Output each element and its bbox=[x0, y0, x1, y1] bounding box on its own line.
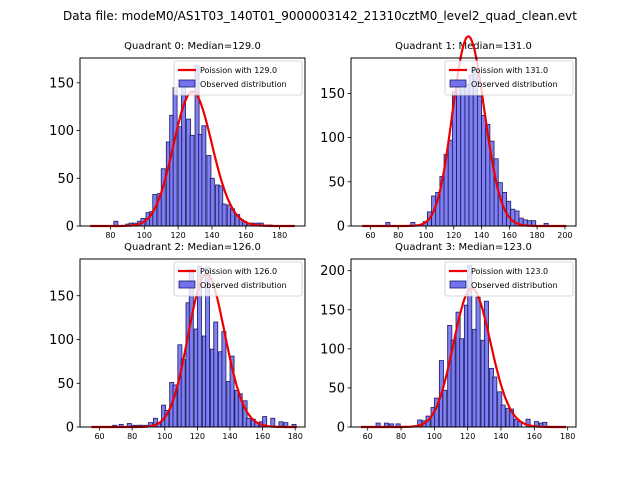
histogram-bar bbox=[492, 376, 498, 428]
legend-box bbox=[173, 60, 303, 96]
histogram-bar bbox=[189, 134, 195, 227]
legend-poisson-label: Poission with 129.0 bbox=[200, 66, 277, 75]
y-tick-label: 150 bbox=[49, 76, 74, 91]
legend-observed-label: Observed distribution bbox=[200, 80, 287, 89]
histogram-bar bbox=[221, 331, 227, 428]
axes-title: Quadrant 0: Median=129.0 bbox=[124, 41, 261, 52]
axes-title: Quadrant 2: Median=126.0 bbox=[124, 242, 261, 253]
x-tick-label: 100 bbox=[137, 231, 152, 240]
x-tick-label: 100 bbox=[157, 432, 172, 441]
legend-observed-swatch bbox=[449, 79, 467, 88]
histogram-bar bbox=[468, 74, 474, 227]
axes-title: Quadrant 3: Median=123.0 bbox=[395, 242, 532, 253]
axes-frame bbox=[350, 258, 577, 428]
quadrant-2-axes: Quadrant 2: Median=126.0 0 50 100 150 60 80 100… bbox=[49, 242, 306, 441]
x-tick-label: 60 bbox=[365, 231, 375, 240]
x-tick-label: 160 bbox=[527, 432, 542, 441]
x-tick-label: 140 bbox=[222, 432, 237, 441]
y-tick-label: 0 bbox=[337, 220, 345, 235]
axes-frame bbox=[350, 57, 577, 227]
legend-observed-swatch bbox=[449, 280, 467, 289]
x-tick-label: 120 bbox=[170, 231, 185, 240]
x-tick-label: 140 bbox=[474, 231, 489, 240]
y-tick-label: 100 bbox=[320, 131, 345, 146]
y-tick-label: 150 bbox=[320, 87, 345, 102]
x-tick-label: 100 bbox=[418, 231, 433, 240]
axes-frame bbox=[79, 258, 306, 428]
histogram-bar bbox=[209, 177, 215, 227]
x-tick-label: 80 bbox=[105, 231, 115, 240]
y-tick-label: 50 bbox=[328, 381, 345, 396]
legend-observed-swatch bbox=[178, 280, 196, 289]
y-tick-label: 0 bbox=[66, 220, 74, 235]
histogram-bar bbox=[213, 321, 219, 428]
histogram-bar bbox=[456, 86, 462, 227]
x-tick-label: 140 bbox=[493, 432, 508, 441]
x-tick-label: 180 bbox=[529, 231, 544, 240]
x-tick-label: 80 bbox=[396, 432, 406, 441]
legend-poisson-label: Poission with 126.0 bbox=[200, 267, 277, 276]
y-tick-label: 0 bbox=[66, 421, 74, 436]
y-tick-label: 100 bbox=[320, 342, 345, 357]
x-tick-label: 60 bbox=[363, 432, 373, 441]
y-tick-label: 150 bbox=[49, 289, 74, 304]
x-tick-label: 80 bbox=[127, 432, 137, 441]
x-tick-label: 120 bbox=[460, 432, 475, 441]
x-tick-label: 180 bbox=[272, 231, 287, 240]
legend-observed-label: Observed distribution bbox=[200, 281, 287, 290]
y-tick-label: 200 bbox=[320, 264, 345, 279]
histogram-bar bbox=[476, 95, 482, 227]
figure-suptitle: Data file: modeM0/AS1T03_140T01_90000031… bbox=[63, 9, 577, 23]
histogram-bar bbox=[460, 88, 466, 227]
x-tick-label: 160 bbox=[502, 231, 517, 240]
x-tick-label: 120 bbox=[446, 231, 461, 240]
histogram-bar bbox=[245, 417, 251, 428]
legend-poisson-label: Poission with 131.0 bbox=[471, 66, 548, 75]
histogram-bar bbox=[464, 84, 470, 227]
x-tick-label: 80 bbox=[393, 231, 403, 240]
y-tick-label: 150 bbox=[320, 303, 345, 318]
histogram-bar bbox=[447, 139, 453, 227]
histogram-bar bbox=[481, 115, 487, 227]
histogram-bar bbox=[221, 203, 227, 227]
x-tick-label: 120 bbox=[190, 432, 205, 441]
legend-observed-label: Observed distribution bbox=[471, 281, 558, 290]
y-tick-label: 100 bbox=[49, 333, 74, 348]
legend-box bbox=[444, 261, 574, 297]
x-tick-label: 180 bbox=[288, 432, 303, 441]
histogram-bar bbox=[510, 208, 516, 227]
x-tick-label: 200 bbox=[557, 231, 572, 240]
x-tick-label: 160 bbox=[238, 231, 253, 240]
legend-poisson-label: Poission with 123.0 bbox=[471, 267, 548, 276]
quadrant-0-axes: Quadrant 0: Median=129.0 0 50 100 150 80 100 12… bbox=[49, 41, 306, 240]
histogram-bar bbox=[172, 87, 178, 227]
quadrant-3-axes: Quadrant 3: Median=123.0 0 50 100 150 200 60 80… bbox=[320, 242, 577, 441]
axes-frame bbox=[79, 57, 306, 227]
y-tick-label: 50 bbox=[57, 377, 74, 392]
legend-observed-label: Observed distribution bbox=[471, 80, 558, 89]
y-tick-label: 0 bbox=[337, 421, 345, 436]
legend-observed-swatch bbox=[178, 79, 196, 88]
x-tick-label: 180 bbox=[560, 432, 575, 441]
histogram-bar bbox=[475, 296, 481, 428]
x-tick-label: 160 bbox=[255, 432, 270, 441]
y-tick-label: 50 bbox=[328, 175, 345, 190]
x-tick-label: 60 bbox=[94, 432, 104, 441]
legend-box bbox=[173, 261, 303, 297]
y-tick-label: 50 bbox=[57, 172, 74, 187]
histogram-bar bbox=[458, 338, 464, 428]
histogram-bar bbox=[201, 125, 207, 227]
y-tick-label: 100 bbox=[49, 124, 74, 139]
x-tick-label: 100 bbox=[427, 432, 442, 441]
histogram-bar bbox=[500, 404, 506, 428]
histogram-bar bbox=[442, 389, 448, 428]
legend-box bbox=[444, 60, 574, 96]
x-tick-label: 140 bbox=[204, 231, 219, 240]
